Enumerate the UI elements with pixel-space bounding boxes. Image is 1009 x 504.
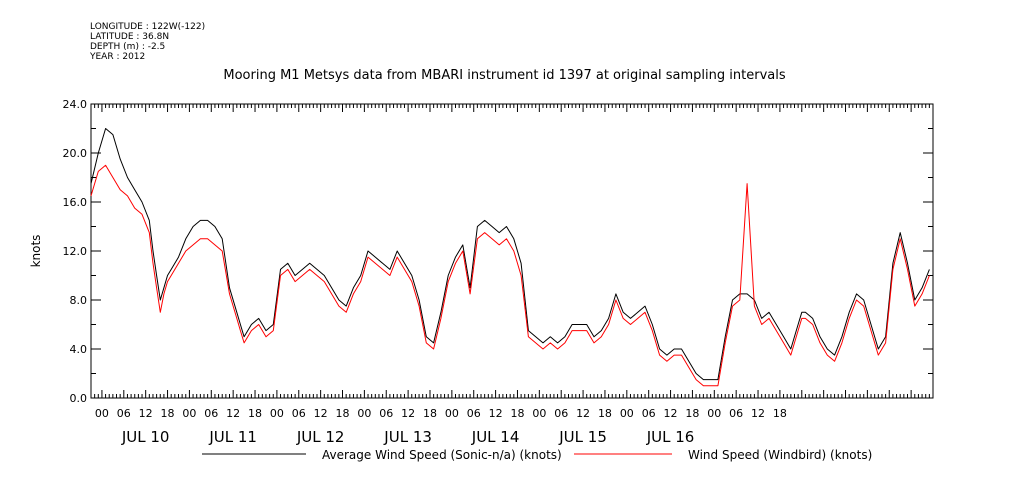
series-line-windbird (90, 164, 930, 387)
x-day-label: JUL 11 (208, 428, 257, 446)
x-hour-label: 18 (248, 407, 262, 420)
x-day-label: JUL 14 (471, 428, 520, 446)
x-hour-label: 00 (445, 407, 459, 420)
x-hour-label: 18 (510, 407, 524, 420)
x-hour-label: 00 (182, 407, 196, 420)
x-hour-label: 12 (664, 407, 678, 420)
x-hour-label: 00 (357, 407, 371, 420)
y-tick-label: 16.0 (63, 196, 88, 209)
x-hour-label: 18 (161, 407, 175, 420)
x-hour-label: 12 (751, 407, 765, 420)
x-hour-label: 06 (467, 407, 481, 420)
y-tick-label: 4.0 (70, 343, 88, 356)
x-day-label: JUL 10 (121, 428, 170, 446)
year-label: YEAR : 2012 (90, 52, 146, 62)
chart-title: Mooring M1 Metsys data from MBARI instru… (223, 68, 786, 83)
depth-label: DEPTH (m) : -2.5 (90, 42, 166, 52)
x-hour-label: 18 (423, 407, 437, 420)
x-hour-label: 06 (642, 407, 656, 420)
x-hour-label: 00 (707, 407, 721, 420)
x-hour-label: 06 (117, 407, 131, 420)
y-tick-label: 0.0 (70, 392, 88, 405)
legend-label-sonic: Average Wind Speed (Sonic-n/a) (knots) (322, 448, 562, 462)
x-hour-label: 12 (226, 407, 240, 420)
x-day-label: JUL 12 (296, 428, 345, 446)
x-hour-label: 06 (554, 407, 568, 420)
x-day-label: JUL 13 (383, 428, 432, 446)
x-hour-label: 06 (379, 407, 393, 420)
x-hour-label: 12 (401, 407, 415, 420)
y-tick-label: 8.0 (70, 294, 88, 307)
y-axis-label: knots (29, 235, 43, 268)
x-day-label: JUL 16 (646, 428, 695, 446)
x-hour-label: 06 (292, 407, 306, 420)
y-tick-label: 24.0 (63, 98, 88, 111)
x-hour-label: 18 (598, 407, 612, 420)
x-hour-label: 18 (773, 407, 787, 420)
plot-frame (90, 103, 934, 399)
latitude-label: LATITUDE : 36.8N (90, 32, 170, 42)
x-hour-label: 00 (270, 407, 284, 420)
x-hour-label: 00 (95, 407, 109, 420)
x-hour-label: 06 (204, 407, 218, 420)
x-hour-label: 00 (620, 407, 634, 420)
y-tick-label: 12.0 (63, 245, 88, 258)
longitude-label: LONGITUDE : 122W(-122) (90, 22, 206, 32)
x-day-label: JUL 15 (558, 428, 607, 446)
x-hour-label: 06 (729, 407, 743, 420)
x-hour-label: 00 (532, 407, 546, 420)
series-line-sonic (90, 128, 930, 381)
x-hour-label: 18 (685, 407, 699, 420)
y-tick-label: 20.0 (63, 147, 88, 160)
x-hour-label: 12 (489, 407, 503, 420)
x-hour-label: 12 (139, 407, 153, 420)
legend-label-windbird: Wind Speed (Windbird) (knots) (688, 448, 872, 462)
x-hour-label: 12 (576, 407, 590, 420)
x-hour-label: 12 (314, 407, 328, 420)
x-hour-label: 18 (336, 407, 350, 420)
